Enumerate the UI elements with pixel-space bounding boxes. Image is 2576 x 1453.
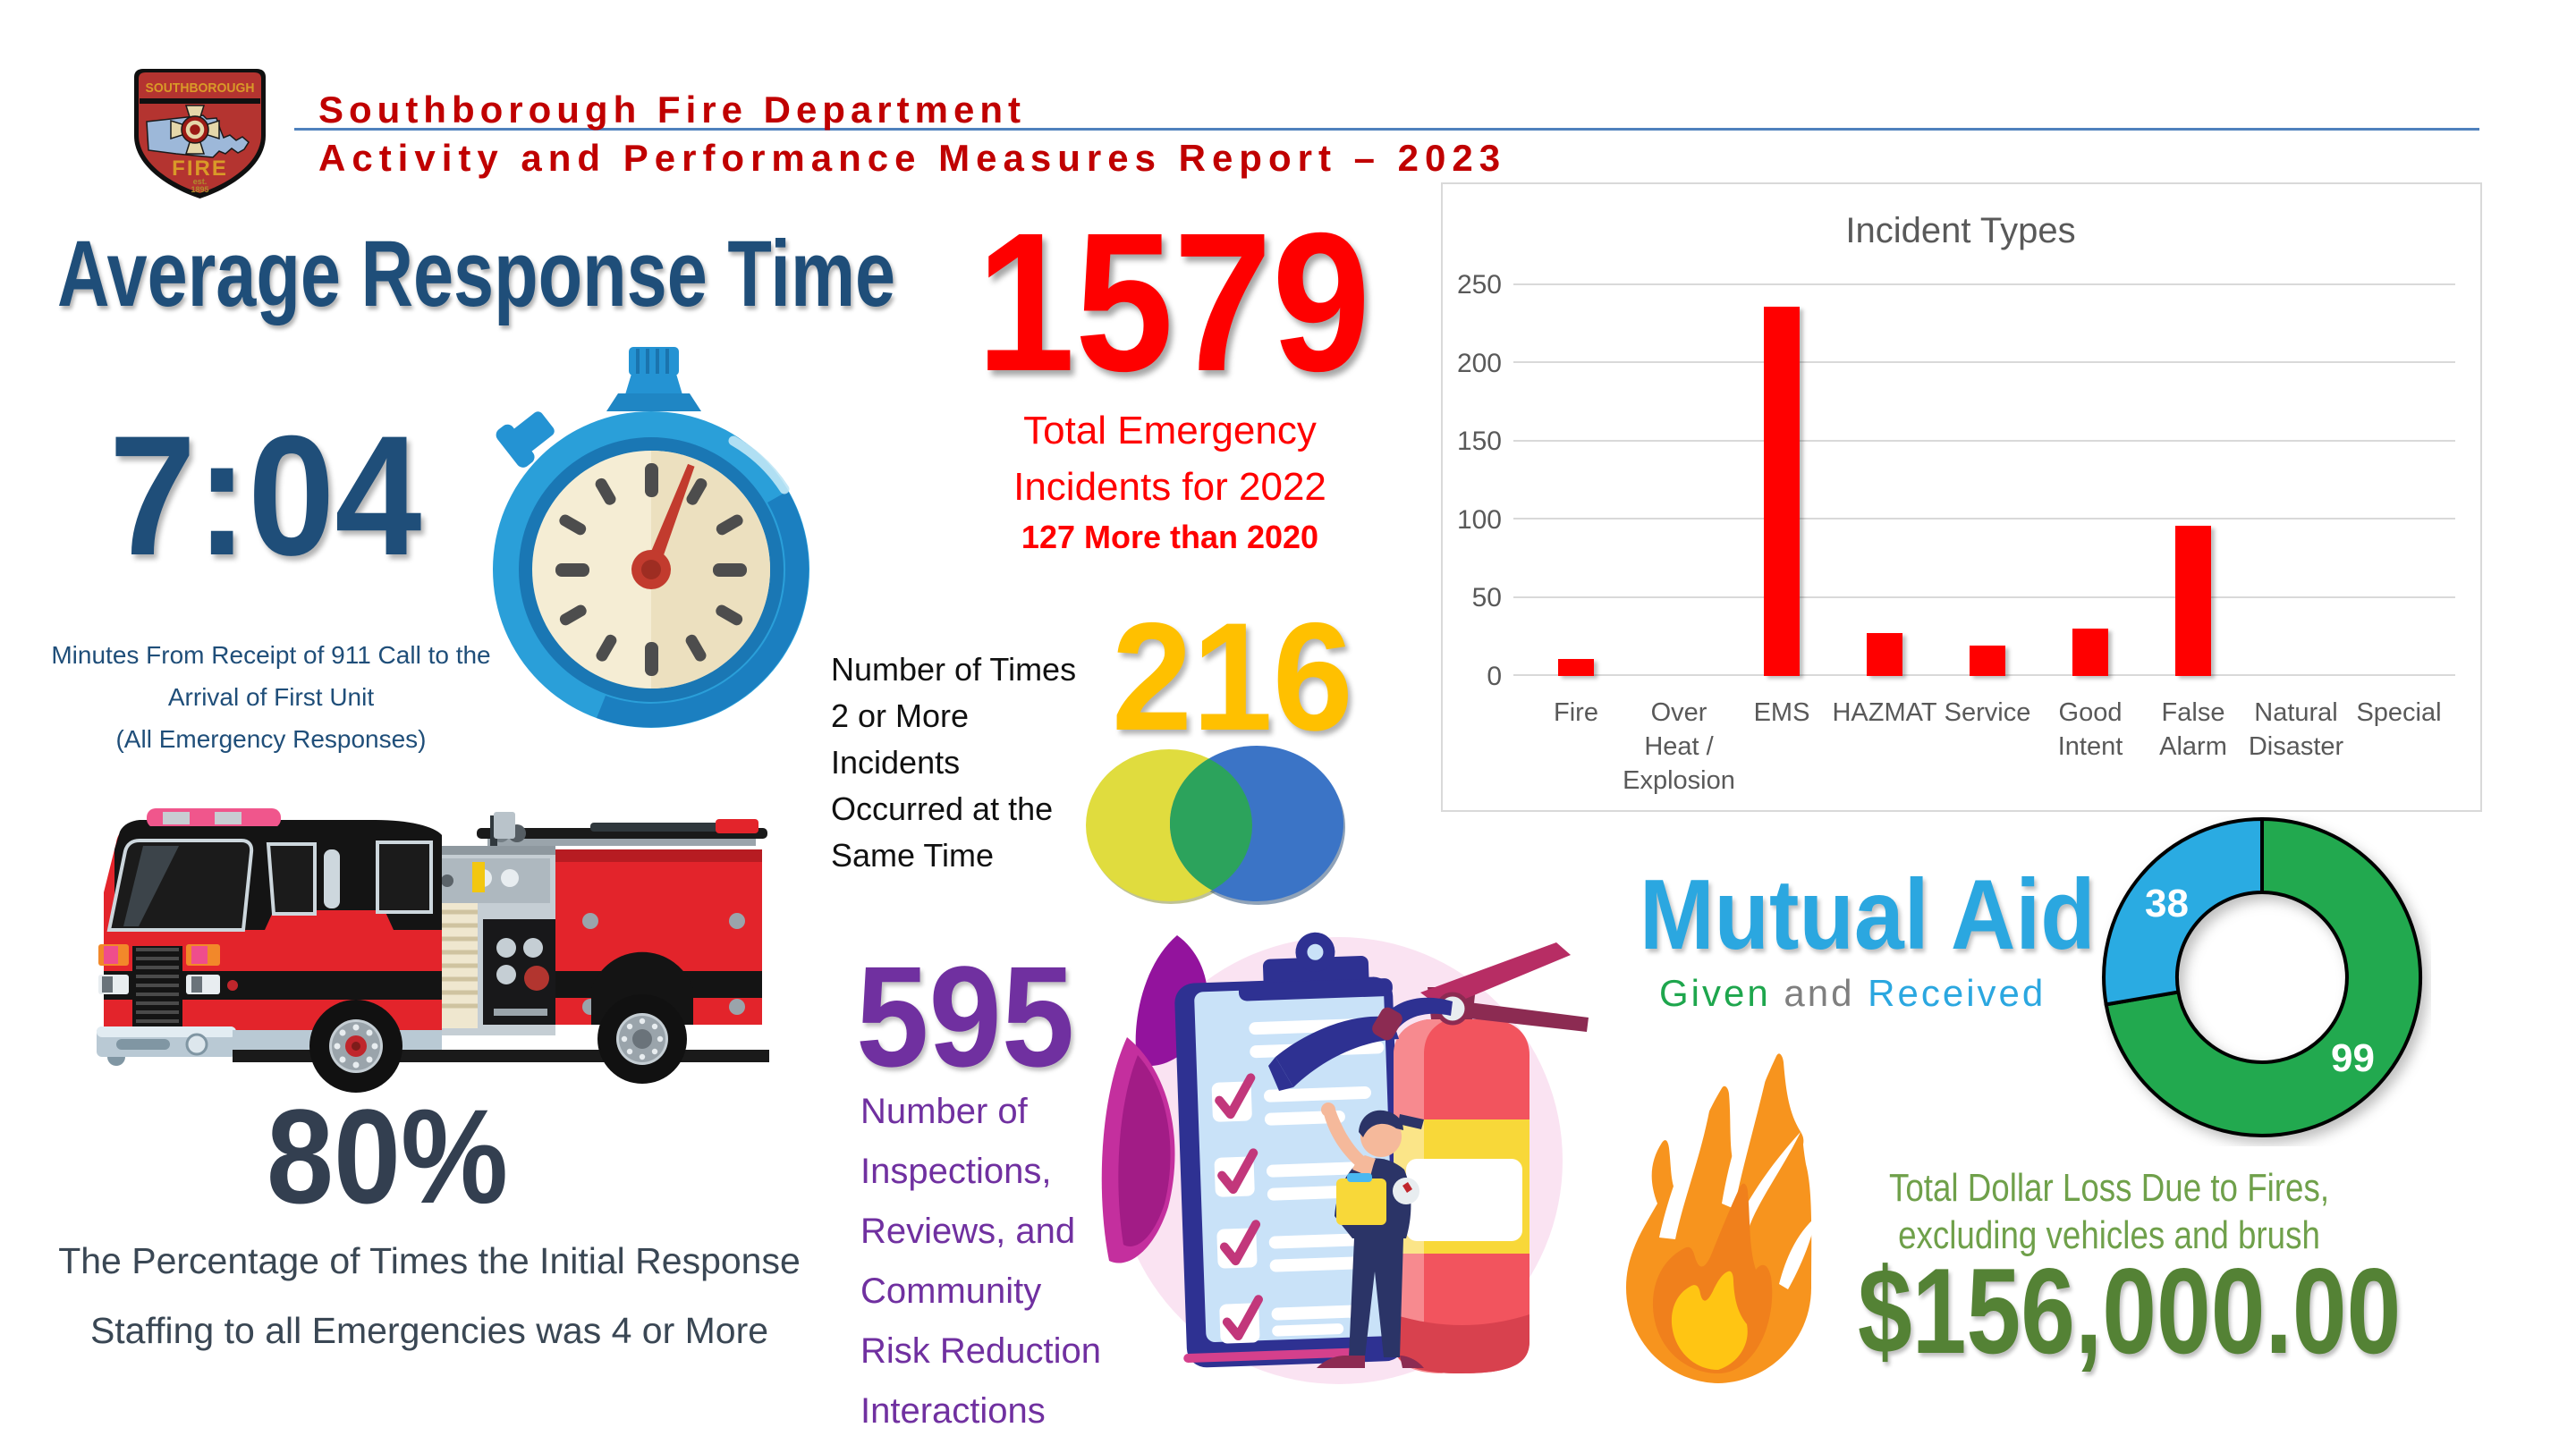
svg-text:FIRE: FIRE [172,156,228,181]
svg-text:99: 99 [2331,1036,2375,1080]
svg-text:38: 38 [2145,882,2189,925]
svg-text:SOUTHBOROUGH: SOUTHBOROUGH [146,80,255,96]
svg-text:est.: est. [193,177,208,186]
svg-text:1895: 1895 [191,185,208,194]
